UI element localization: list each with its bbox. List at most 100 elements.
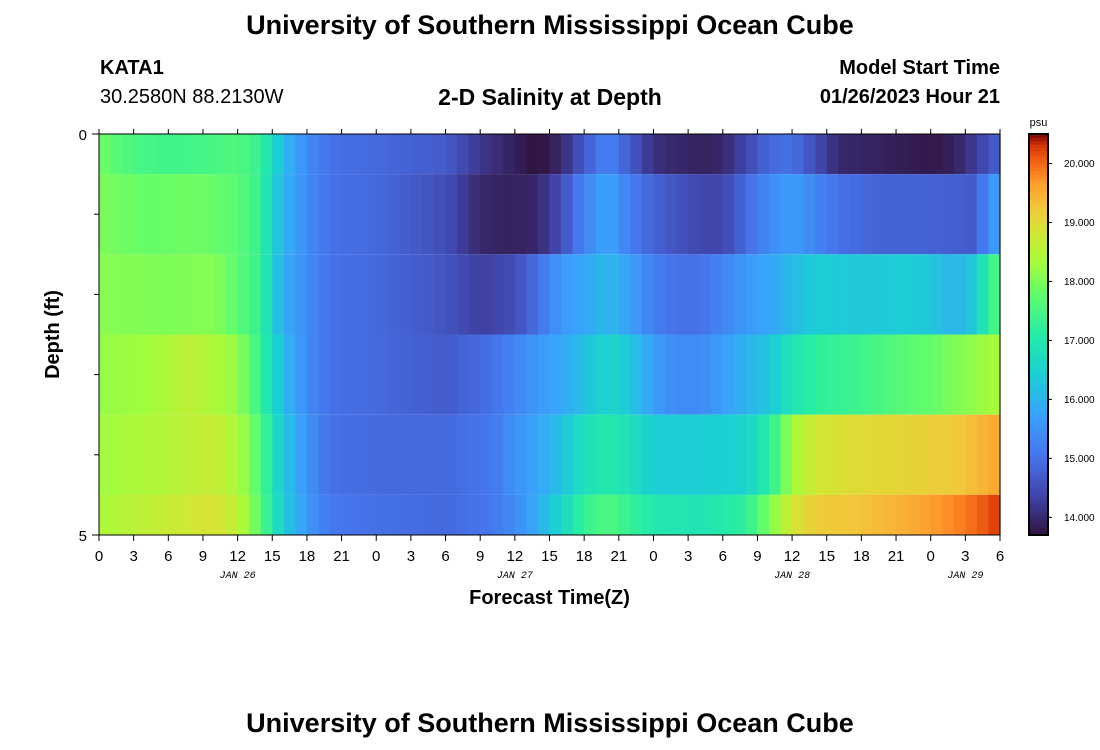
colorbar-tick-label: 19.000 <box>1064 218 1095 229</box>
heatmap-cell <box>838 254 851 335</box>
heatmap-cell <box>457 134 470 175</box>
heatmap-cell <box>353 134 366 175</box>
heatmap-cell <box>907 174 920 255</box>
heatmap-cell <box>191 414 204 495</box>
colorbar-segment <box>1029 227 1048 232</box>
colorbar-segment <box>1029 197 1048 202</box>
colorbar-segment <box>1029 347 1048 352</box>
heatmap-cell <box>353 174 366 255</box>
colorbar-segment <box>1029 147 1048 152</box>
heatmap-cell <box>745 174 759 255</box>
heatmap-cell <box>376 334 389 415</box>
heatmap-cell <box>99 134 112 175</box>
colorbar-segment <box>1029 291 1048 295</box>
heatmap-cell <box>99 334 112 415</box>
heatmap-cell <box>306 334 320 415</box>
heatmap-cell <box>711 254 724 335</box>
heatmap-cell <box>630 334 643 415</box>
colorbar-segment <box>1029 297 1048 302</box>
heatmap-cell <box>607 254 620 335</box>
heatmap-cell <box>919 414 932 495</box>
heatmap-cell <box>122 494 135 535</box>
heatmap-cell <box>237 494 250 535</box>
heatmap-cell <box>491 494 504 535</box>
heatmap-cell <box>249 254 262 335</box>
colorbar-tick-label: 15.000 <box>1064 454 1095 465</box>
heatmap-cell <box>584 254 597 335</box>
colorbar: psu 14.000 15.000 16.000 17.000 18.000 19.000 2… <box>1028 117 1095 536</box>
heatmap-cell <box>665 134 678 175</box>
heatmap-cell <box>561 134 574 175</box>
heatmap-cell <box>422 494 435 535</box>
heatmap-cell <box>896 334 909 415</box>
heatmap-cell <box>595 254 608 335</box>
colorbar-segment <box>1029 190 1048 195</box>
heatmap-cell <box>179 494 193 535</box>
heatmap-cell <box>537 134 551 175</box>
heatmap-cell <box>330 414 343 495</box>
heatmap-cell <box>480 134 493 175</box>
heatmap-cell <box>618 494 631 535</box>
heatmap-cell <box>815 414 828 495</box>
heatmap-cell <box>202 134 216 175</box>
heatmap-cell <box>226 174 239 255</box>
heatmap-cell <box>156 174 169 255</box>
heatmap-cell <box>145 174 158 255</box>
heatmap-cell <box>306 494 320 535</box>
heatmap-cell <box>503 254 516 335</box>
heatmap-cell <box>422 254 435 335</box>
heatmap-cell <box>803 494 816 535</box>
heatmap-cell <box>653 334 666 415</box>
colorbar-tick-label: 20.000 <box>1064 159 1095 170</box>
colorbar-tick-label: 16.000 <box>1064 395 1095 406</box>
heatmap-cell <box>665 254 678 335</box>
colorbar-segment <box>1029 150 1048 155</box>
heatmap-cell <box>722 494 735 535</box>
colorbar-segment <box>1029 264 1048 269</box>
colorbar-frame <box>1028 133 1049 536</box>
heatmap-cell <box>849 494 862 535</box>
colorbar-segment <box>1029 434 1048 439</box>
heatmap-cell <box>757 254 770 335</box>
colorbar-segment <box>1029 200 1048 205</box>
colorbar-segment <box>1029 367 1048 372</box>
heatmap-cell <box>630 494 643 535</box>
heatmap-cell <box>179 134 193 175</box>
heatmap-cell <box>688 134 701 175</box>
colorbar-segment <box>1029 210 1048 215</box>
colorbar-segment <box>1029 217 1048 222</box>
heatmap-cell <box>526 494 539 535</box>
heatmap-cell <box>665 494 678 535</box>
heatmap-cell <box>399 414 412 495</box>
heatmap-cell <box>745 414 759 495</box>
heatmap-cell <box>318 174 331 255</box>
colorbar-segment <box>1029 307 1048 312</box>
colorbar-segment <box>1029 321 1048 325</box>
heatmap-cell <box>907 414 920 495</box>
heatmap-cell <box>584 414 597 495</box>
heatmap-cell <box>99 254 112 335</box>
x-tick-label: 21 <box>333 548 350 565</box>
colorbar-segment <box>1029 528 1048 533</box>
heatmap-cell <box>503 134 516 175</box>
colorbar-segment <box>1029 524 1048 529</box>
heatmap-cell <box>572 414 585 495</box>
heatmap-cell <box>607 134 620 175</box>
heatmap-cell <box>618 414 631 495</box>
colorbar-segment <box>1029 160 1048 165</box>
heatmap-cell <box>156 134 169 175</box>
colorbar-segment <box>1029 334 1048 339</box>
figure-title: University of Southern Mississippi Ocean… <box>246 10 854 40</box>
heatmap-cell <box>353 334 366 415</box>
date-label: JAN 29 <box>947 571 983 582</box>
colorbar-segment <box>1029 428 1048 432</box>
heatmap-cell <box>330 174 343 255</box>
heatmap-cell <box>757 494 770 535</box>
heatmap-cell <box>907 134 920 175</box>
heatmap-cell <box>630 134 643 175</box>
colorbar-segment <box>1029 207 1048 212</box>
heatmap-cell <box>306 134 320 175</box>
colorbar-segment <box>1029 164 1048 168</box>
heatmap-cell <box>988 134 1001 175</box>
colorbar-segment <box>1029 357 1048 362</box>
